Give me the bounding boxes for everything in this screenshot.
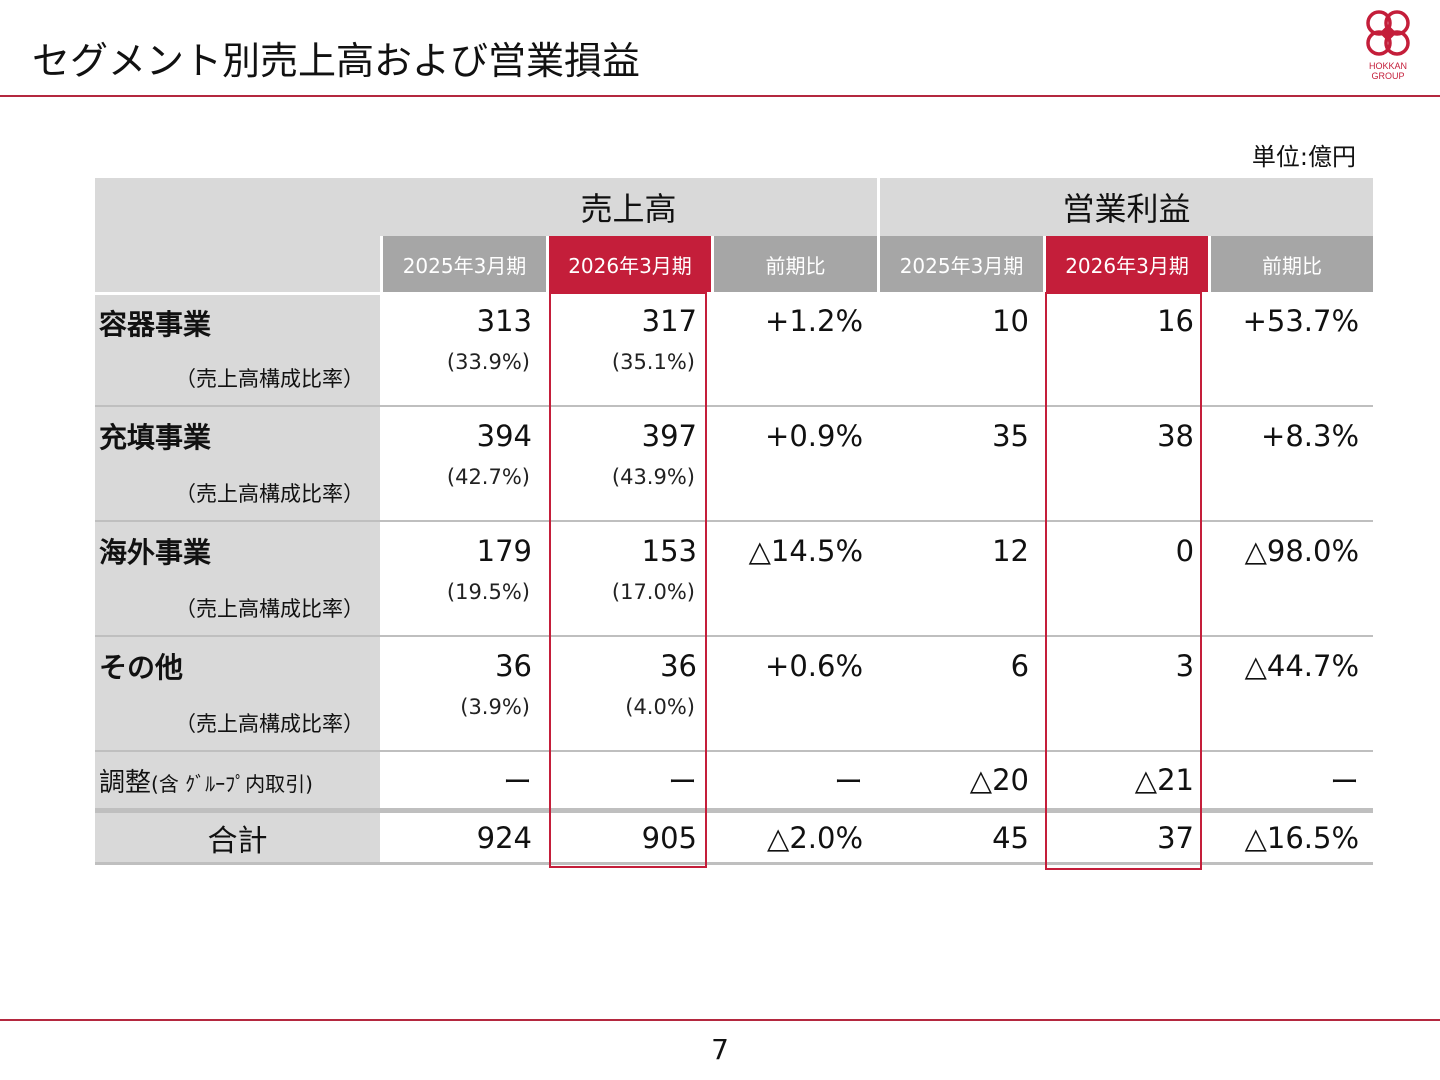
profit-fy2026: 37 (1043, 808, 1209, 865)
share-fy2025: (42.7%) (380, 465, 546, 522)
table-row: 容器事業 313 317 +1.2% 10 16 +53.7% (95, 292, 1373, 350)
sales-fy2026: 905 (546, 808, 711, 865)
header-sales-yoy: 前期比 (711, 236, 878, 292)
logo-text-line2: GROUP (1371, 71, 1405, 81)
adjustment-label-note: (含 ｸﾞﾙｰﾌﾟ内取引) (151, 771, 313, 796)
profit-fy2025: 35 (992, 419, 1030, 453)
table-row: （売上高構成比率） (19.5%) (17.0%) (95, 580, 1374, 637)
table-row: 海外事業 179 153 △14.5% 12 0 △98.0% (95, 522, 1373, 580)
share-fy2026: (35.1%) (546, 350, 711, 407)
profit-fy2025: 12 (992, 534, 1030, 568)
profit-yoy: △98.0% (1244, 534, 1360, 568)
share-fy2026: (17.0%) (546, 580, 711, 637)
segment-name: 充填事業 (95, 407, 380, 465)
sales-fy2025: 313 (476, 304, 532, 338)
sales-fy2025: 36 (495, 649, 532, 683)
share-label: （売上高構成比率） (95, 465, 380, 522)
unit-label: 単位:億円 (1251, 143, 1356, 171)
sales-fy2026: 317 (641, 304, 697, 338)
profit-yoy: +8.3% (1261, 419, 1360, 453)
sales-fy2025: 394 (476, 419, 532, 453)
page-number: 7 (711, 1033, 729, 1066)
share-fy2025: (33.9%) (380, 350, 546, 407)
sales-fy2026: 397 (641, 419, 697, 453)
profit-fy2026: 3 (1175, 649, 1195, 683)
sales-yoy: +0.9% (765, 419, 864, 453)
header-row-1: 売上高 営業利益 (95, 178, 1374, 292)
profit-fy2025: 6 (1010, 649, 1030, 683)
adjustment-label: 調整(含 ｸﾞﾙｰﾌﾟ内取引) (95, 752, 380, 808)
header-op-profit: 営業利益 (877, 178, 1374, 236)
adjustment-label-main: 調整 (99, 767, 152, 798)
profit-fy2026: 0 (1175, 534, 1195, 568)
sales-yoy: +1.2% (765, 304, 864, 338)
header-row-2: 2025年3月期 2026年3月期 前期比 2025年3月期 2026年3月期 … (95, 236, 1374, 292)
share-fy2026: (43.9%) (546, 465, 711, 522)
header-profit-fy2025: 2025年3月期 (877, 236, 1044, 292)
sales-yoy: ー (834, 765, 864, 799)
share-fy2026: (4.0%) (546, 695, 711, 752)
share-fy2025: (3.9%) (380, 695, 546, 752)
header-sales: 売上高 (380, 178, 878, 236)
sales-fy2025: 924 (380, 808, 546, 865)
profit-fy2026: △21 (1134, 763, 1195, 797)
header-corner (95, 178, 380, 292)
page-title: セグメント別売上高および営業損益 (32, 39, 641, 83)
sales-fy2025: 179 (476, 534, 532, 568)
segment-name: 海外事業 (95, 522, 380, 580)
table-row: （売上高構成比率） (42.7%) (43.9%) (95, 465, 1374, 522)
hokkan-group-logo: HOKKAN GROUP (1362, 8, 1414, 86)
footer-divider (0, 1019, 1440, 1021)
profit-fy2026: 38 (1157, 419, 1195, 453)
header-sales-fy2026: 2026年3月期 (546, 236, 711, 292)
profit-fy2026: 16 (1157, 304, 1195, 338)
table-row-adjustment: 調整(含 ｸﾞﾙｰﾌﾟ内取引) ー ー ー △20 △21 ー (95, 752, 1373, 808)
profit-yoy: △16.5% (1208, 808, 1374, 865)
logo-text-line1: HOKKAN (1368, 61, 1407, 71)
share-fy2025: (19.5%) (380, 580, 546, 637)
title-divider (0, 95, 1440, 97)
segment-name: 容器事業 (95, 292, 380, 350)
sales-fy2025: ー (502, 765, 532, 799)
share-label: （売上高構成比率） (95, 580, 380, 637)
table-row: 充填事業 394 397 +0.9% 35 38 +8.3% (95, 407, 1373, 465)
table-row: （売上高構成比率） (33.9%) (35.1%) (95, 350, 1374, 407)
profit-fy2025: △20 (969, 763, 1030, 797)
sales-yoy: +0.6% (765, 649, 864, 683)
header-profit-fy2026: 2026年3月期 (1043, 236, 1209, 292)
profit-yoy: △44.7% (1244, 649, 1360, 683)
segment-name: その他 (95, 637, 380, 695)
header-profit-yoy: 前期比 (1208, 236, 1374, 292)
table-row: その他 36 36 +0.6% 6 3 △44.7% (95, 637, 1373, 695)
sales-fy2026: 36 (660, 649, 697, 683)
profit-yoy: +53.7% (1242, 304, 1360, 338)
sales-yoy: △14.5% (748, 534, 864, 568)
sales-fy2026: 153 (641, 534, 697, 568)
sales-yoy: △2.0% (711, 808, 878, 865)
total-label: 合計 (95, 808, 380, 865)
profit-yoy: ー (1330, 765, 1360, 799)
share-label: （売上高構成比率） (95, 695, 380, 752)
table-row: （売上高構成比率） (3.9%) (4.0%) (95, 695, 1374, 752)
sales-fy2026: ー (667, 765, 697, 799)
profit-fy2025: 10 (992, 304, 1030, 338)
table-row-total: 合計 924 905 △2.0% 45 37 △16.5% (95, 808, 1374, 865)
header-sales-fy2025: 2025年3月期 (380, 236, 546, 292)
profit-fy2025: 45 (877, 808, 1044, 865)
share-label: （売上高構成比率） (95, 350, 380, 407)
flower-logo-icon (1366, 10, 1410, 56)
segment-table: 売上高 営業利益 2025年3月期 2026年3月期 前期比 2025年3月期 … (95, 178, 1374, 865)
